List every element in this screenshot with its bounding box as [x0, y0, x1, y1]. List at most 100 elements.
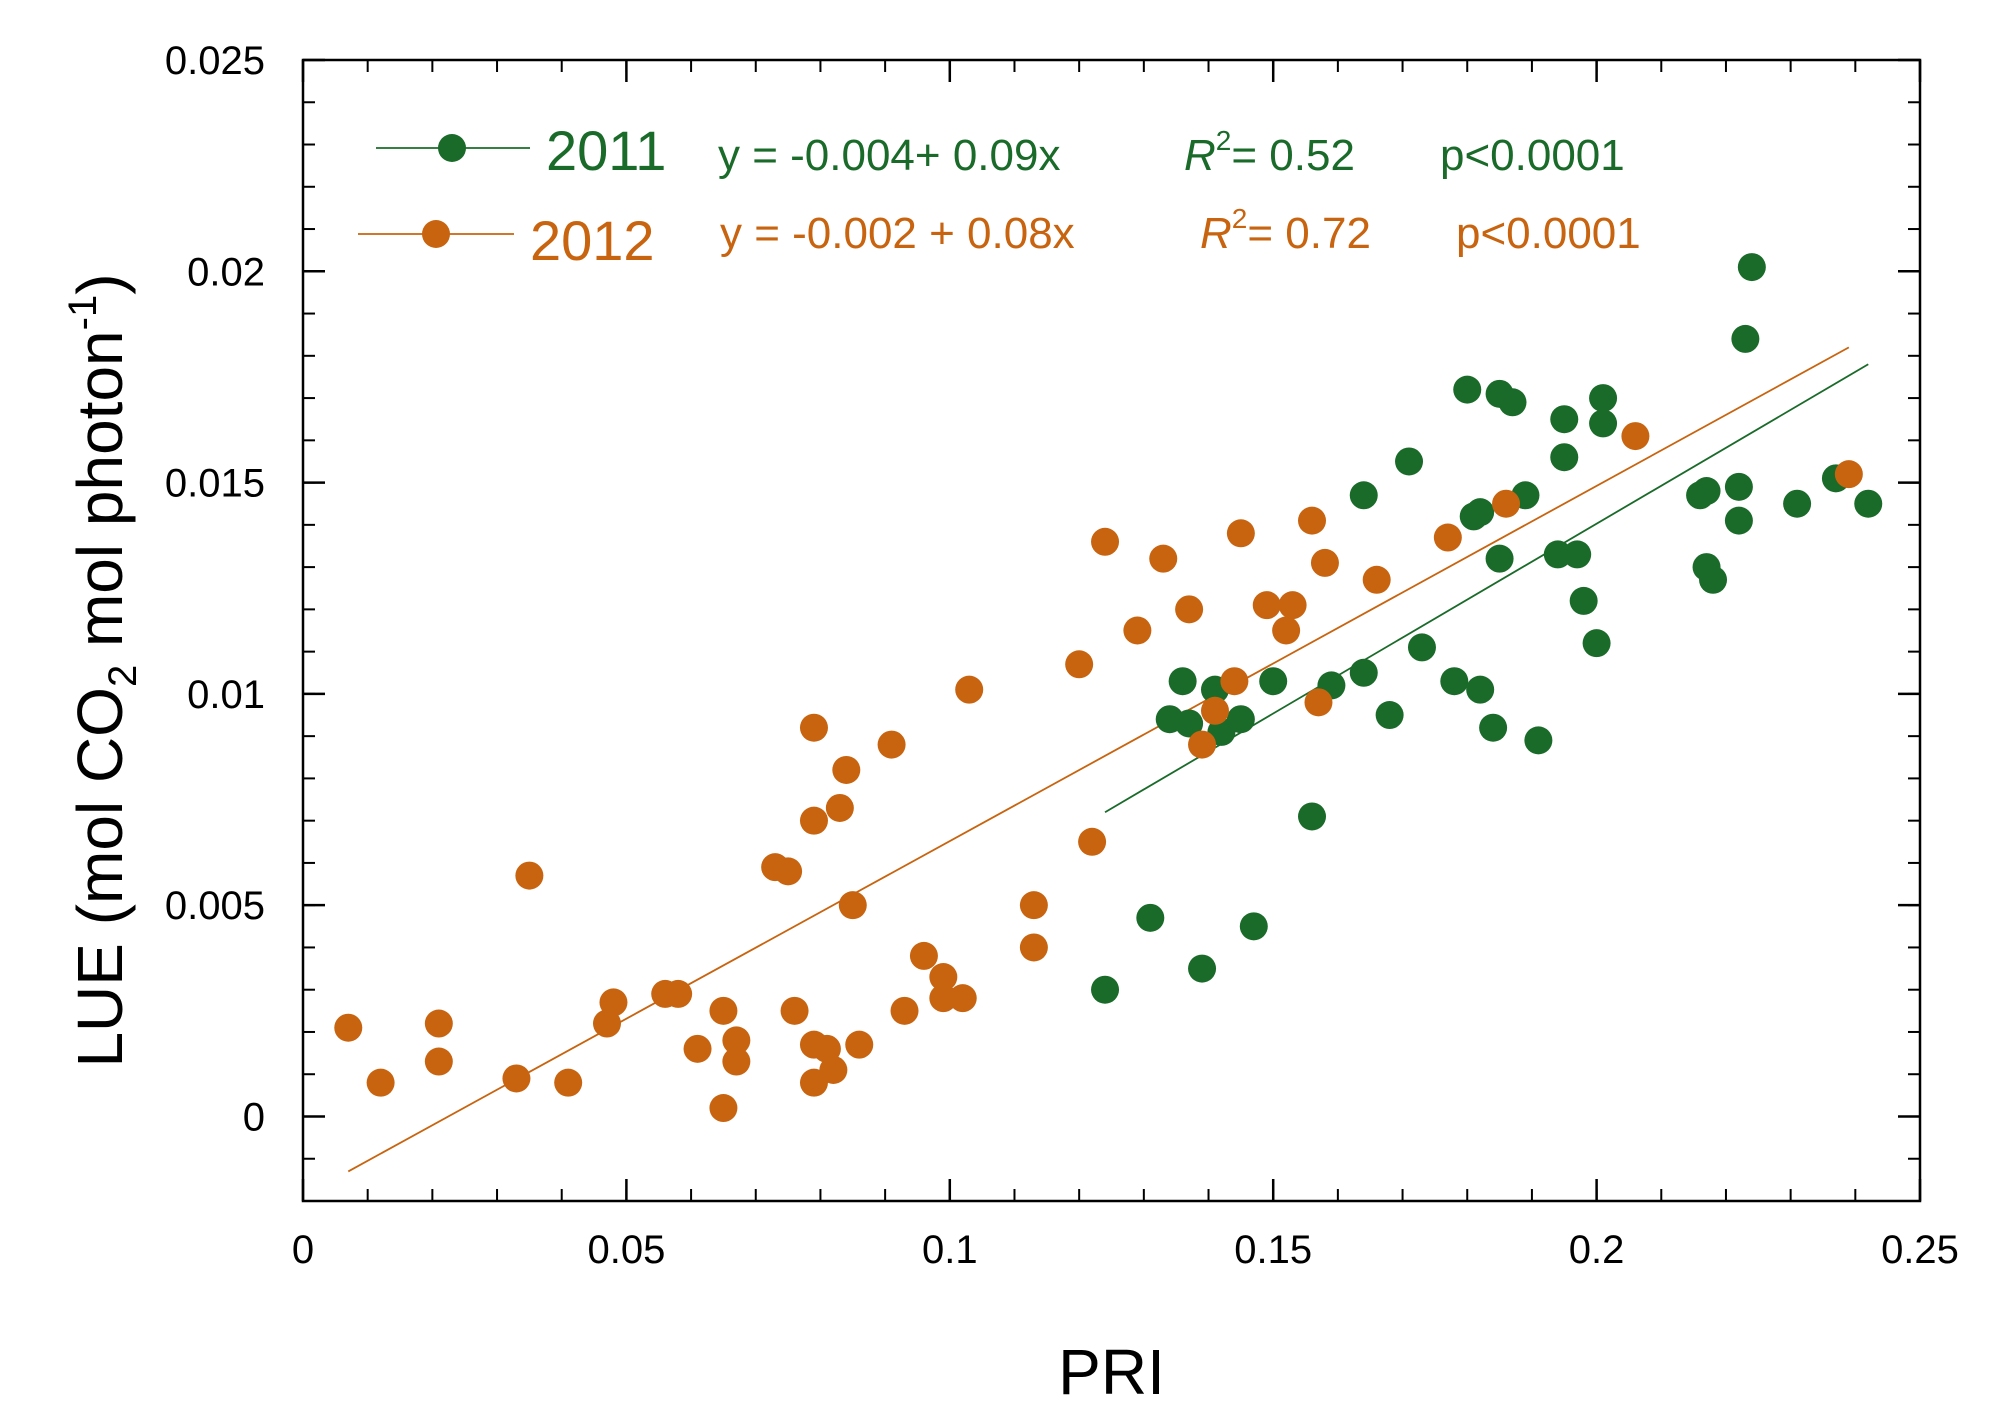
point-2012 [1310, 548, 1339, 577]
point-2012 [424, 1047, 453, 1076]
x-tick-label: 0.05 [587, 1228, 665, 1272]
point-2011 [1259, 667, 1288, 696]
point-2011 [1589, 384, 1618, 413]
point-2012 [877, 730, 906, 759]
point-2011 [1485, 544, 1514, 573]
point-2011 [1453, 375, 1482, 404]
point-2011 [1550, 443, 1579, 472]
point-2011 [1175, 709, 1204, 738]
point-2012 [1621, 422, 1650, 451]
legend-r2-sup-2011: 2 [1216, 125, 1232, 156]
fit-line-2012 [347, 346, 1850, 1173]
point-2011 [1168, 667, 1197, 696]
point-2012 [909, 941, 938, 970]
x-tick-label: 0.25 [1881, 1228, 1959, 1272]
legend-equation-2012: y = -0.002 + 0.08x R2= 0.72 p<0.0001 [720, 203, 1641, 258]
legend-eq-2012: y = -0.002 + 0.08x [720, 209, 1075, 258]
legend-label-2011: 2011 [546, 119, 666, 182]
point-2012 [1200, 696, 1229, 725]
legend-r2-sup-2012: 2 [1232, 203, 1248, 234]
point-2011 [1550, 405, 1579, 434]
point-2011 [1091, 975, 1120, 1004]
data-points [334, 253, 1883, 1123]
point-2011 [1854, 489, 1883, 518]
legend-r2-label-2011: R [1184, 131, 1216, 180]
point-2011 [1498, 388, 1527, 417]
point-2012 [1492, 489, 1521, 518]
point-2012 [1362, 565, 1391, 594]
point-2012 [592, 1009, 621, 1038]
point-2012 [515, 861, 544, 890]
point-2011 [1724, 472, 1753, 501]
point-2012 [832, 755, 861, 784]
legend-r2-value-2011: = 0.52 [1231, 131, 1355, 180]
x-tick-label: 0 [292, 1228, 314, 1272]
point-2012 [1149, 544, 1178, 573]
y-axis-title-superscript: -1 [61, 295, 105, 331]
tick-labels: 0 0.05 0.1 0.15 0.2 0.25 0 0.005 0.01 0.015 0.02 0.… [165, 39, 1959, 1272]
point-2011 [1699, 565, 1728, 594]
fit-lines [347, 346, 1869, 1173]
point-2011 [1349, 481, 1378, 510]
point-2012 [774, 857, 803, 886]
point-2011 [1226, 705, 1255, 734]
y-axis-title-suffix: ) [64, 273, 136, 294]
point-2011 [1136, 903, 1165, 932]
point-2012 [709, 1094, 738, 1123]
legend-eq-2011: y = -0.004+ 0.09x [718, 131, 1060, 180]
point-2011 [1407, 633, 1436, 662]
point-2012 [929, 984, 958, 1013]
point-2011 [1692, 477, 1721, 506]
y-axis-title-prefix: LUE (mol CO [64, 687, 136, 1068]
point-2011 [1466, 675, 1495, 704]
point-2012 [1433, 523, 1462, 552]
point-2012 [1188, 730, 1217, 759]
point-2011 [1395, 447, 1424, 476]
point-2011 [1783, 489, 1812, 518]
point-2012 [819, 1055, 848, 1084]
y-tick-label: 0.025 [165, 39, 265, 83]
point-2011 [1724, 506, 1753, 535]
point-2011 [1188, 954, 1217, 983]
point-2011 [1589, 409, 1618, 438]
point-2012 [1272, 616, 1301, 645]
point-2011 [1466, 498, 1495, 527]
point-2012 [1065, 650, 1094, 679]
point-2012 [948, 984, 977, 1013]
point-2011 [1375, 701, 1404, 730]
point-2012 [502, 1064, 531, 1093]
point-2012 [799, 713, 828, 742]
point-2012 [1175, 595, 1204, 624]
legend-r2-label-2012: R [1200, 209, 1232, 258]
y-tick-label: 0.005 [165, 884, 265, 928]
point-2012 [780, 996, 809, 1025]
legend-label-2012: 2012 [530, 209, 655, 272]
point-2012 [890, 996, 919, 1025]
point-2012 [1078, 827, 1107, 856]
legend-equation-2011: y = -0.004+ 0.09x R2= 0.52 p<0.0001 [718, 125, 1625, 180]
point-2011 [1731, 324, 1760, 353]
point-2012 [1298, 506, 1327, 535]
y-tick-label: 0.01 [187, 673, 265, 717]
legend-marker-2011 [438, 134, 466, 162]
point-2012 [1834, 460, 1863, 489]
point-2012 [845, 1030, 874, 1059]
point-2012 [722, 1026, 751, 1055]
legend-entry-2011: 2011 y = -0.004+ 0.09x R2= 0.52 p<0.0001 [376, 119, 1625, 182]
legend-p-2011: p<0.0001 [1440, 131, 1625, 180]
point-2012 [664, 979, 693, 1008]
point-2012 [683, 1034, 712, 1063]
legend-entry-2012: 2012 y = -0.002 + 0.08x R2= 0.72 p<0.0001 [358, 203, 1641, 272]
point-2012 [366, 1068, 395, 1097]
legend-r2-value-2012: = 0.72 [1247, 209, 1371, 258]
point-2011 [1239, 912, 1268, 941]
legend-p-2012: p<0.0001 [1456, 209, 1641, 258]
point-2011 [1737, 253, 1766, 282]
point-2012 [1220, 667, 1249, 696]
point-2012 [1019, 933, 1048, 962]
point-2011 [1479, 713, 1508, 742]
y-axis-title: LUE (mol CO2 mol photon-1) [61, 273, 145, 1067]
point-2011 [1524, 726, 1553, 755]
point-2011 [1349, 658, 1378, 687]
